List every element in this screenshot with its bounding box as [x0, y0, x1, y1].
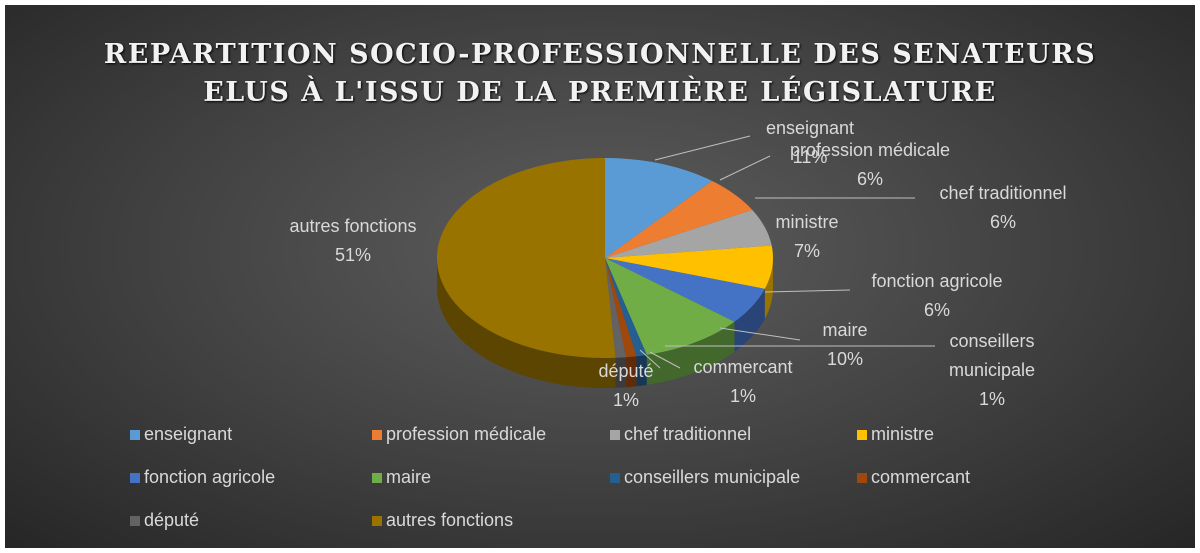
legend-swatch: [610, 429, 620, 440]
slice: [605, 209, 772, 258]
label-name: commercant: [693, 357, 793, 377]
legend-swatch: [610, 472, 620, 483]
legend-entry: député: [130, 510, 199, 531]
leader-line: [639, 349, 661, 369]
legend-swatch: [372, 515, 382, 526]
title-line: ELUS À L'ISSU DE LA PREMIÈRE LÉGISLATURE: [203, 77, 997, 108]
slice: [605, 258, 765, 322]
legend-entry: fonction agricole: [130, 467, 275, 488]
label-name: conseillers municipale: [948, 331, 1036, 380]
legend-label: député: [144, 510, 200, 530]
legend-swatch: [130, 515, 140, 526]
data-label: enseignant 11%: [766, 114, 854, 172]
label-name: maire: [822, 320, 868, 340]
slice-side: [734, 288, 765, 352]
label-value: 6%: [856, 169, 883, 189]
legend-label: fonction agricole: [144, 467, 276, 487]
leader-line: [719, 327, 801, 341]
legend-label: conseillers municipale: [624, 467, 801, 487]
data-label: conseillers municipale 1%: [932, 327, 1052, 414]
label-value: 51%: [334, 245, 372, 265]
leader-line: [649, 351, 681, 369]
legend-swatch: [857, 472, 867, 483]
slice: [605, 258, 647, 357]
label-name: fonction agricole: [871, 271, 1003, 291]
leader-line: [719, 155, 771, 181]
legend-entry: commercant: [857, 467, 970, 488]
legend-label: chef traditionnel: [624, 424, 752, 444]
slice: [605, 245, 773, 289]
chart-title: REPARTITION SOCIO-PROFESSIONNELLE DES SE…: [0, 36, 1200, 112]
slice: [605, 180, 753, 258]
data-label: fonction agricole 6%: [871, 267, 1002, 325]
data-label: profession médicale 6%: [790, 136, 950, 194]
label-name: ministre: [775, 212, 839, 232]
legend-entry: chef traditionnel: [610, 424, 751, 445]
data-label: chef traditionnel 6%: [939, 179, 1066, 237]
slice: [605, 258, 735, 355]
legend-swatch: [130, 472, 140, 483]
legend-swatch: [372, 429, 382, 440]
label-value: 1%: [978, 389, 1005, 409]
legend-label: ministre: [871, 424, 935, 444]
slice: [605, 258, 627, 358]
legend-entry: profession médicale: [372, 424, 546, 445]
slice-side: [764, 258, 773, 319]
data-label: député 1%: [598, 357, 653, 415]
label-value: 6%: [923, 300, 950, 320]
slice: [605, 158, 713, 258]
label-value: 1%: [612, 390, 639, 410]
legend-label: autres fonctions: [386, 510, 514, 530]
label-name: enseignant: [765, 118, 855, 138]
legend-label: enseignant: [144, 424, 233, 444]
data-label: autres fonctions 51%: [289, 212, 416, 270]
leader-line: [764, 289, 851, 293]
slice-side: [615, 357, 627, 388]
data-label: maire 10%: [822, 316, 867, 374]
legend-label: maire: [386, 467, 432, 487]
slice-side: [636, 354, 647, 387]
slice: [605, 258, 637, 358]
label-name: chef traditionnel: [939, 183, 1067, 203]
legend-entry: conseillers municipale: [610, 467, 800, 488]
data-label: commercant 1%: [693, 353, 792, 411]
label-value: 7%: [793, 241, 821, 261]
label-value: 1%: [729, 386, 756, 406]
label-value: 10%: [826, 349, 864, 369]
legend-entry: enseignant: [130, 424, 232, 445]
label-name: profession médicale: [789, 140, 951, 160]
legend-swatch: [372, 472, 382, 483]
slice: [437, 158, 616, 358]
legend-label: commercant: [871, 467, 971, 487]
label-value: 11%: [792, 147, 828, 167]
legend-entry: maire: [372, 467, 431, 488]
title-line: REPARTITION SOCIO-PROFESSIONNELLE DES SE…: [103, 39, 1097, 70]
data-label: ministre 7%: [775, 208, 838, 266]
slice-side: [646, 321, 735, 385]
legend-swatch: [130, 429, 140, 440]
label-name: député: [598, 361, 654, 381]
label-value: 6%: [989, 212, 1016, 232]
legend-entry: autres fonctions: [372, 510, 513, 531]
legend-entry: ministre: [857, 424, 934, 445]
legend-swatch: [857, 429, 867, 440]
label-name: autres fonctions: [289, 216, 417, 236]
slice-side: [437, 258, 616, 388]
legend-label: profession médicale: [386, 424, 547, 444]
slice-side: [626, 356, 637, 388]
leader-line: [654, 135, 751, 161]
